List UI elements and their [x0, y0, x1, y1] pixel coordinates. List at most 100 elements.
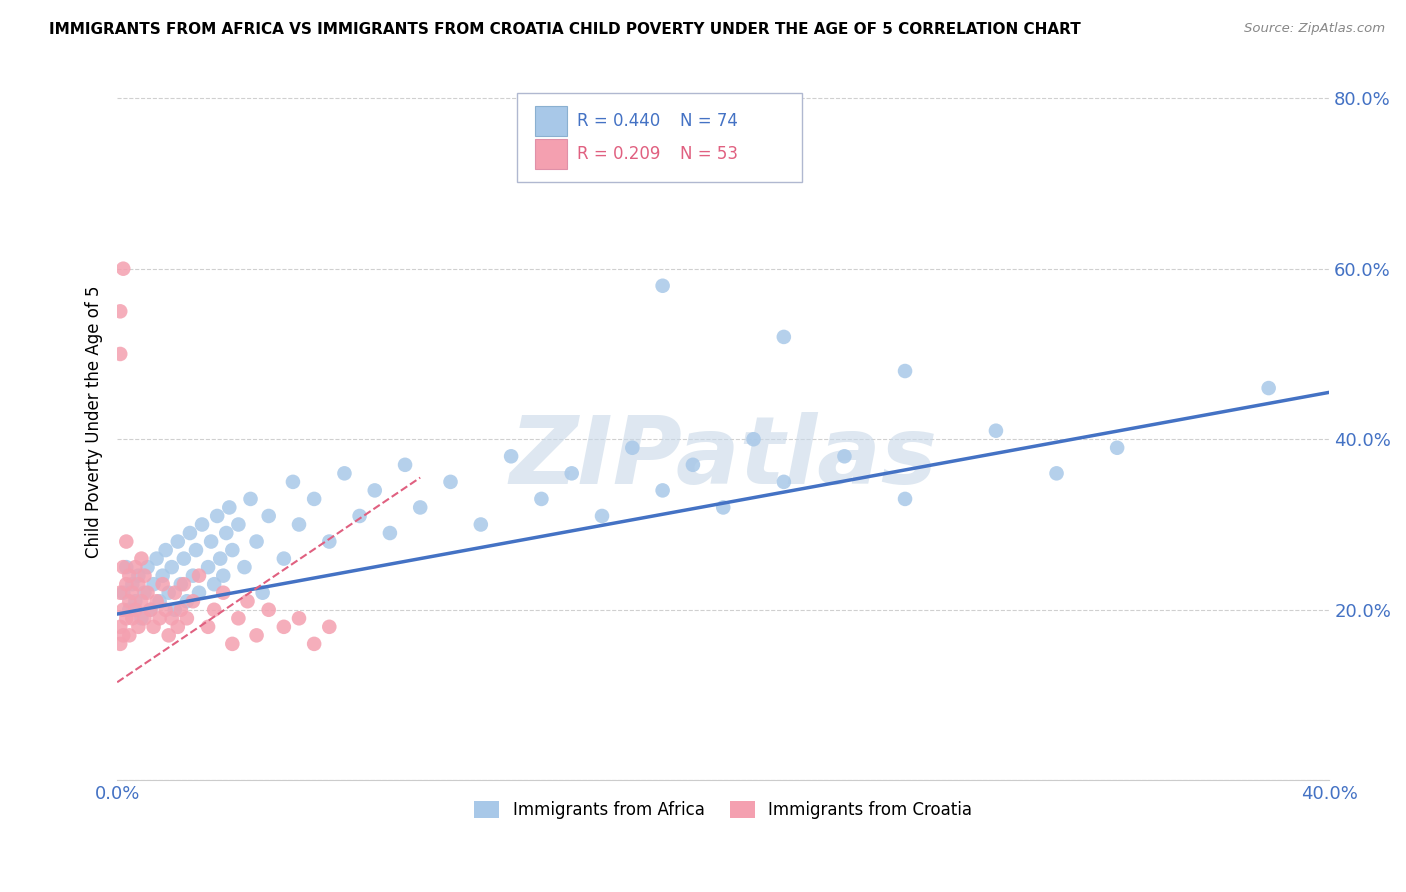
Point: [166, 534, 188, 549]
Point: [834, 450, 856, 464]
Point: [110, 585, 132, 599]
Point: [349, 508, 371, 523]
Point: [651, 483, 673, 498]
FancyBboxPatch shape: [536, 138, 567, 169]
Point: [181, 594, 204, 608]
Point: [112, 560, 135, 574]
Point: [501, 450, 523, 464]
Point: [131, 594, 153, 608]
Point: [591, 508, 613, 523]
Point: [288, 517, 311, 532]
Point: [191, 517, 214, 532]
Point: [333, 467, 356, 481]
Point: [115, 534, 138, 549]
FancyBboxPatch shape: [536, 106, 567, 136]
Point: [561, 467, 583, 481]
Point: [1257, 381, 1279, 395]
Text: Source: ZipAtlas.com: Source: ZipAtlas.com: [1244, 22, 1385, 36]
Text: ZIPatlas: ZIPatlas: [509, 412, 938, 504]
Point: [121, 585, 143, 599]
Point: [170, 603, 193, 617]
Point: [212, 568, 235, 582]
Point: [176, 611, 198, 625]
Point: [202, 577, 225, 591]
Point: [197, 560, 219, 574]
Point: [228, 611, 250, 625]
Point: [118, 594, 141, 608]
Point: [239, 491, 262, 506]
Point: [121, 611, 143, 625]
Point: [245, 628, 267, 642]
Point: [139, 603, 162, 617]
Point: [221, 543, 243, 558]
Point: [742, 432, 765, 446]
Point: [202, 603, 225, 617]
Point: [118, 628, 141, 642]
Point: [530, 491, 553, 506]
Point: [378, 526, 401, 541]
Point: [439, 475, 461, 489]
Point: [136, 585, 159, 599]
Text: IMMIGRANTS FROM AFRICA VS IMMIGRANTS FROM CROATIA CHILD POVERTY UNDER THE AGE OF: IMMIGRANTS FROM AFRICA VS IMMIGRANTS FRO…: [49, 22, 1081, 37]
Point: [209, 551, 232, 566]
Point: [145, 594, 167, 608]
Point: [1045, 467, 1067, 481]
Point: [245, 534, 267, 549]
Point: [236, 594, 259, 608]
Point: [166, 620, 188, 634]
Point: [124, 560, 146, 574]
Point: [188, 585, 211, 599]
Point: [139, 603, 162, 617]
Text: N = 53: N = 53: [679, 145, 738, 162]
Point: [157, 585, 180, 599]
Point: [127, 568, 149, 582]
Text: R = 0.209: R = 0.209: [576, 145, 659, 162]
Point: [163, 603, 186, 617]
Point: [179, 526, 201, 541]
Point: [118, 568, 141, 582]
Point: [115, 577, 138, 591]
Point: [124, 603, 146, 617]
Point: [149, 611, 172, 625]
Point: [115, 560, 138, 574]
Point: [170, 577, 193, 591]
Text: N = 74: N = 74: [679, 112, 738, 130]
Point: [149, 594, 172, 608]
Point: [197, 620, 219, 634]
Point: [131, 551, 153, 566]
Point: [160, 560, 183, 574]
Point: [142, 577, 165, 591]
Point: [121, 577, 143, 591]
FancyBboxPatch shape: [517, 93, 801, 182]
Point: [127, 577, 149, 591]
Point: [200, 534, 222, 549]
Point: [215, 526, 238, 541]
Point: [302, 491, 325, 506]
Point: [621, 441, 644, 455]
Point: [233, 560, 256, 574]
Point: [772, 330, 794, 344]
Point: [212, 585, 235, 599]
Point: [110, 304, 132, 318]
Point: [115, 611, 138, 625]
Point: [257, 508, 280, 523]
Point: [118, 603, 141, 617]
Point: [112, 261, 135, 276]
Point: [470, 517, 492, 532]
Point: [682, 458, 704, 472]
Point: [134, 585, 156, 599]
Point: [152, 577, 174, 591]
Point: [221, 637, 243, 651]
Point: [364, 483, 387, 498]
Point: [228, 517, 250, 532]
Point: [110, 347, 132, 361]
Point: [160, 611, 183, 625]
Point: [188, 568, 211, 582]
Point: [984, 424, 1007, 438]
Point: [252, 585, 274, 599]
Legend: Immigrants from Africa, Immigrants from Croatia: Immigrants from Africa, Immigrants from …: [468, 794, 979, 826]
Point: [772, 475, 794, 489]
Point: [163, 585, 186, 599]
Point: [134, 568, 156, 582]
Point: [152, 568, 174, 582]
